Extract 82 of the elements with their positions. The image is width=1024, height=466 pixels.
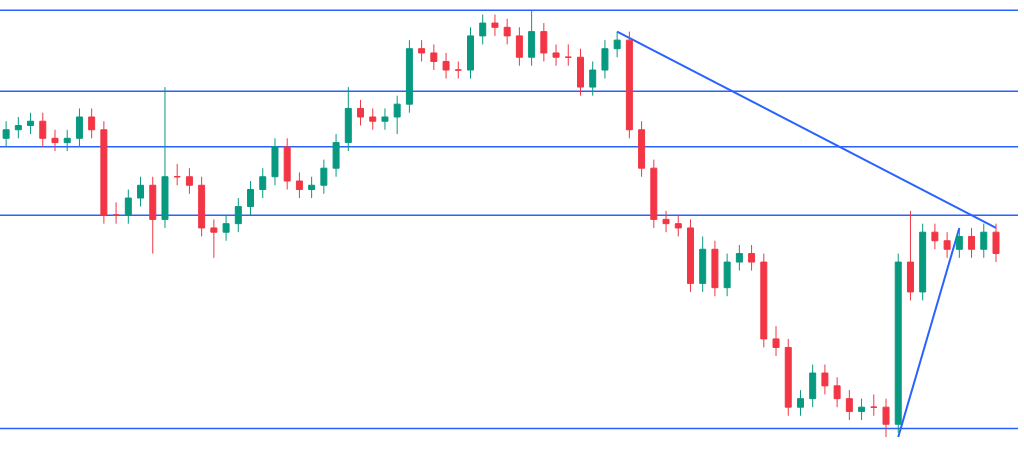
candlestick bbox=[809, 364, 817, 408]
candlestick bbox=[161, 86, 169, 229]
candlestick bbox=[271, 137, 279, 186]
candlestick bbox=[931, 223, 939, 250]
candlestick bbox=[63, 129, 71, 152]
candlestick bbox=[51, 129, 59, 152]
candlestick bbox=[955, 227, 963, 259]
candlestick bbox=[418, 39, 426, 62]
candlestick bbox=[88, 107, 96, 139]
candlestick bbox=[14, 116, 22, 139]
candlestick bbox=[381, 107, 389, 131]
candlestick bbox=[442, 52, 450, 80]
candlestick bbox=[259, 167, 267, 199]
candlestick bbox=[234, 197, 242, 233]
candlestick bbox=[430, 43, 438, 71]
candlestick bbox=[748, 244, 756, 272]
candlestick bbox=[686, 218, 694, 293]
candlestick bbox=[320, 159, 328, 195]
candlestick bbox=[980, 223, 988, 259]
candlestick bbox=[723, 253, 731, 297]
candlestick bbox=[613, 31, 621, 58]
candlestick bbox=[247, 180, 255, 216]
candlestick bbox=[540, 22, 548, 62]
candlestick bbox=[503, 18, 511, 45]
candlestick bbox=[100, 120, 108, 225]
candlestick bbox=[149, 176, 157, 255]
candlestick bbox=[577, 48, 584, 97]
candlestick bbox=[552, 43, 560, 67]
candlestick bbox=[479, 14, 487, 45]
candlestick bbox=[589, 60, 597, 97]
candlestick bbox=[601, 39, 609, 80]
candlestick bbox=[27, 112, 35, 135]
candlestick bbox=[467, 26, 474, 80]
candlestick bbox=[185, 167, 193, 195]
candlestick bbox=[943, 231, 951, 259]
candlestick bbox=[491, 14, 499, 37]
candlestick bbox=[858, 398, 866, 421]
candlestick bbox=[222, 214, 230, 242]
candlestick bbox=[711, 240, 719, 297]
candlestick bbox=[650, 159, 658, 229]
candlestick bbox=[735, 244, 743, 272]
candlestick bbox=[2, 120, 10, 148]
candlestick bbox=[699, 235, 707, 293]
candlestick bbox=[968, 227, 976, 259]
candlestick bbox=[882, 398, 890, 438]
candlestick bbox=[662, 210, 670, 233]
candlestick bbox=[454, 60, 462, 80]
candlestick bbox=[357, 99, 365, 126]
candlestick bbox=[870, 393, 878, 417]
candlestick bbox=[112, 201, 120, 225]
candlestick bbox=[308, 176, 316, 199]
candlestick bbox=[906, 210, 914, 301]
candlestick bbox=[124, 189, 132, 225]
candlestick bbox=[833, 376, 841, 408]
candlestick bbox=[625, 31, 633, 139]
candlestick bbox=[515, 26, 523, 67]
candlestick bbox=[344, 86, 352, 152]
candlestick bbox=[393, 95, 401, 135]
candlestick bbox=[332, 133, 340, 178]
candlestick bbox=[283, 137, 291, 191]
candlestick bbox=[760, 253, 768, 348]
candlestick bbox=[528, 9, 536, 67]
candlestick bbox=[919, 223, 927, 301]
candlestick bbox=[39, 112, 47, 148]
candlestick bbox=[405, 39, 413, 114]
candlestick bbox=[674, 214, 682, 237]
candlestick bbox=[198, 176, 206, 237]
candlestick bbox=[796, 389, 804, 417]
candlestick bbox=[894, 253, 902, 434]
candlestick bbox=[772, 325, 780, 357]
candlestick bbox=[784, 338, 792, 417]
candlestick bbox=[821, 364, 829, 395]
candlestick bbox=[75, 107, 83, 148]
candlestick bbox=[369, 107, 377, 131]
candlestick bbox=[638, 120, 646, 178]
candlestick bbox=[210, 218, 218, 259]
candlestick bbox=[564, 43, 572, 67]
candlestick bbox=[173, 163, 181, 186]
candlestick bbox=[137, 176, 145, 208]
candlestick bbox=[295, 171, 303, 199]
candlestick bbox=[992, 223, 1000, 263]
candlestick bbox=[845, 389, 853, 421]
